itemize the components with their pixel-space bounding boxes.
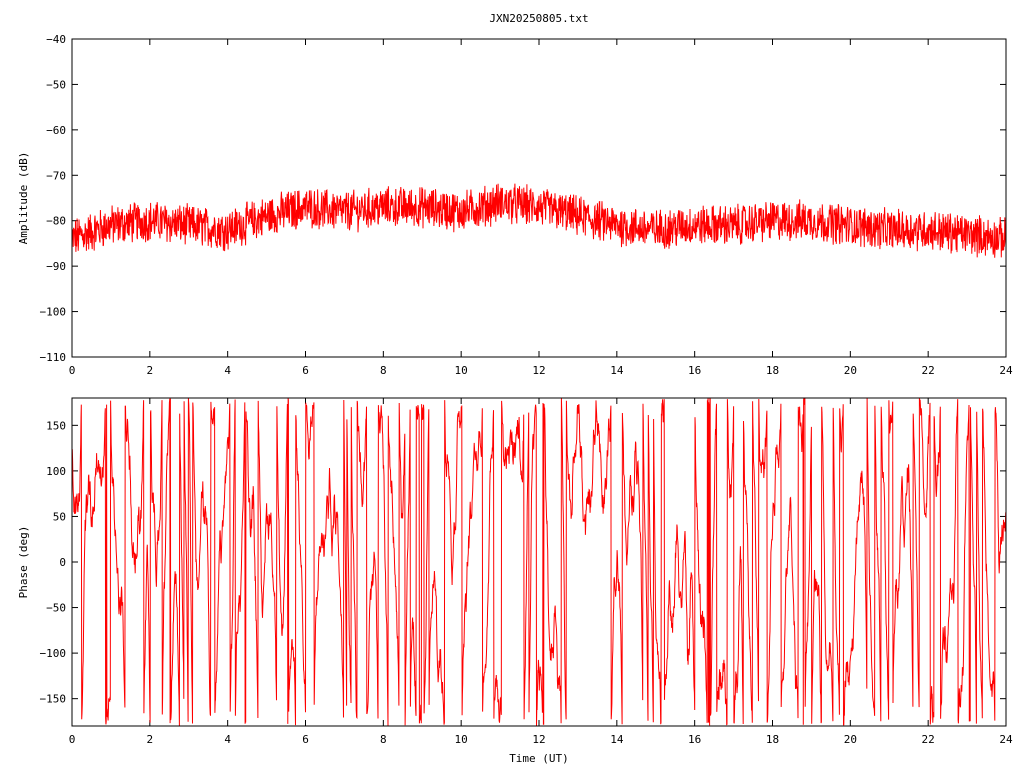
amplitude-y-tick-label: −70 xyxy=(46,169,66,182)
amplitude-y-tick-label: −80 xyxy=(46,215,66,228)
amplitude-x-tick-labels: 0 2 4 6 8 10 12 14 16 18 20 22 24 xyxy=(69,364,1013,377)
amplitude-x-tick-label: 22 xyxy=(922,364,935,377)
amplitude-x-tick-label: 24 xyxy=(999,364,1013,377)
phase-y-tick-label: −50 xyxy=(46,602,66,615)
amplitude-x-tick-label: 14 xyxy=(610,364,624,377)
amplitude-panel: −40−50−60−70−80−90−100−110 0 2 4 6 8 10 12 14 16… xyxy=(17,33,1013,377)
amplitude-y-tick-label: −110 xyxy=(40,351,67,364)
phase-plot-frame xyxy=(71,397,1007,727)
phase-x-tick-label: 20 xyxy=(844,733,857,746)
amplitude-y-tick-label: −90 xyxy=(46,260,66,273)
amplitude-x-tick-label: 8 xyxy=(380,364,387,377)
amplitude-series-line xyxy=(71,183,1007,258)
phase-y-tick-label: 150 xyxy=(46,419,66,432)
amplitude-y-tick-label: −50 xyxy=(46,78,66,91)
amplitude-y-tick-label: −60 xyxy=(46,124,66,137)
amplitude-x-tick-label: 4 xyxy=(224,364,231,377)
amplitude-x-tick-label: 18 xyxy=(766,364,779,377)
phase-x-tick-label: 8 xyxy=(380,733,387,746)
amplitude-x-tick-label: 20 xyxy=(844,364,857,377)
phase-x-tick-label: 24 xyxy=(999,733,1013,746)
phase-y-axis-label: Phase (deg) xyxy=(17,526,30,599)
phase-x-tick-labels: 0 2 4 6 8 10 12 14 16 18 20 22 24 xyxy=(69,733,1013,746)
amplitude-y-tick-label: −40 xyxy=(46,33,66,46)
phase-x-tick-label: 12 xyxy=(532,733,545,746)
phase-y-tick-labels: 150 100 50 0 −50 −100 −150 xyxy=(40,419,67,705)
amplitude-plot-frame xyxy=(71,38,1007,358)
phase-x-tick-label: 0 xyxy=(69,733,76,746)
amplitude-y-tick-labels: −40 −50 −60 −70 −80 −90 −100 −110 xyxy=(40,33,67,364)
phase-x-tick-label: 14 xyxy=(610,733,624,746)
phase-x-tick-label: 22 xyxy=(922,733,935,746)
amplitude-x-tick-label: 6 xyxy=(302,364,309,377)
amplitude-x-tick-label: 2 xyxy=(147,364,154,377)
phase-y-tick-label: −150 xyxy=(40,693,67,706)
amplitude-y-axis-label: Amplitude (dB) xyxy=(17,152,30,245)
amplitude-x-tick-label: 12 xyxy=(532,364,545,377)
phase-y-tick-label: −100 xyxy=(40,647,67,660)
phase-x-tick-label: 2 xyxy=(147,733,154,746)
amplitude-y-tick-label: −100 xyxy=(40,306,67,319)
phase-y-tick-label: 100 xyxy=(46,465,66,478)
phase-x-tick-label: 18 xyxy=(766,733,779,746)
chart-title: JXN20250805.txt xyxy=(489,12,588,25)
phase-x-tick-label: 16 xyxy=(688,733,701,746)
phase-y-tick-label: 0 xyxy=(59,556,66,569)
phase-x-tick-label: 4 xyxy=(224,733,231,746)
phase-y-tick-label: 50 xyxy=(53,510,66,523)
phase-x-tick-label: 6 xyxy=(302,733,309,746)
phase-x-axis-label: Time (UT) xyxy=(509,752,569,765)
amplitude-x-tick-label: 0 xyxy=(69,364,76,377)
amplitude-x-tick-label: 16 xyxy=(688,364,701,377)
amplitude-x-tick-label: 10 xyxy=(455,364,468,377)
phase-series-line xyxy=(71,397,1007,727)
phase-x-tick-label: 10 xyxy=(455,733,468,746)
